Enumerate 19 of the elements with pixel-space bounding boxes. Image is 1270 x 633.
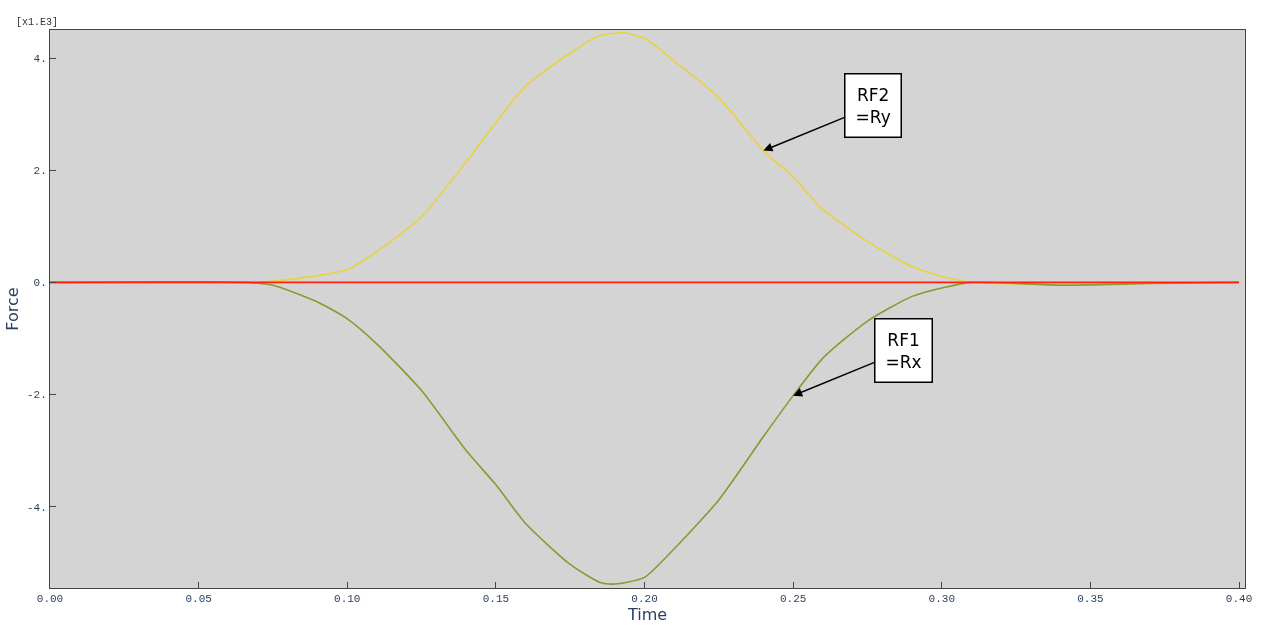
x-tick-label: 0.10 [334, 593, 361, 606]
x-tick-label: 0.20 [631, 593, 658, 606]
x-tick-label: 0.35 [1077, 593, 1104, 606]
y-tick-label: 4. [33, 52, 47, 65]
x-tick-label: 0.05 [185, 593, 212, 606]
x-tick-label: 0.00 [36, 593, 64, 606]
y-tick-label: -4. [26, 501, 47, 514]
y-tick-label: 0. [33, 277, 47, 290]
x-tick-label: 0.40 [1225, 593, 1253, 606]
x-tick-label: 0.30 [928, 593, 955, 606]
annotation: RF1 =Rx [885, 329, 922, 372]
x-tick-label: 0.15 [482, 593, 510, 606]
y-tick-label: -2. [26, 389, 47, 402]
y-axis-title: Force [2, 287, 22, 331]
text: [x1.E3] [16, 17, 59, 28]
y-tick-label: 2. [33, 165, 47, 178]
x-tick-label: 0.25 [779, 593, 807, 606]
x-axis-title: Time [626, 605, 668, 625]
annotation: RF2 =Ry [855, 84, 891, 127]
